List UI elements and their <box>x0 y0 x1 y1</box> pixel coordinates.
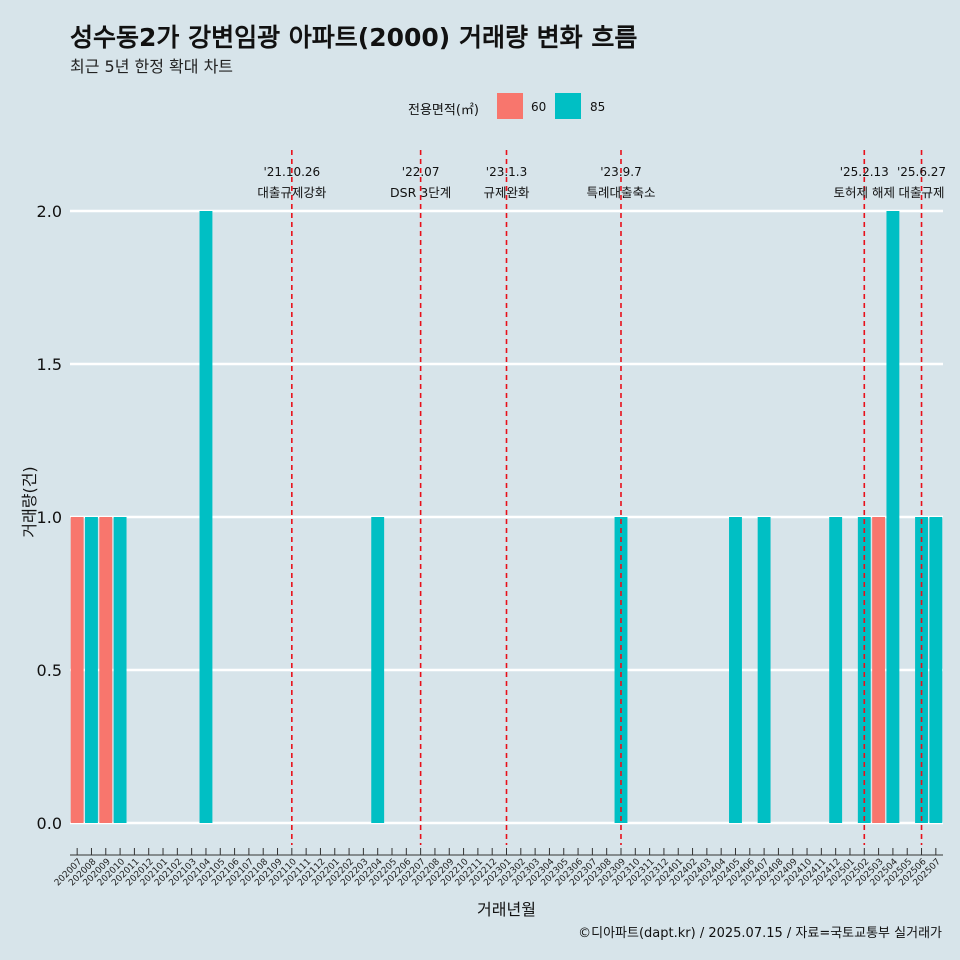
legend-label-85: 85 <box>590 100 606 114</box>
event-label: 특례대출축소 <box>586 185 655 200</box>
bar-85-202507 <box>929 517 943 823</box>
event-date-label: '22.07 <box>402 165 440 179</box>
bar-85-202405 <box>729 517 742 823</box>
bar-60-202503 <box>872 517 886 823</box>
bar-60-202007 <box>70 517 84 823</box>
y-axis-title: 거래량(건) <box>20 466 39 537</box>
event-label: 토허제 해제 <box>834 185 895 200</box>
event-label: DSR 3단계 <box>390 185 451 200</box>
bar-85-202010 <box>113 517 127 823</box>
bar-85-202204 <box>371 517 385 823</box>
bar-85-202104 <box>199 211 213 823</box>
bar-85-202412 <box>829 517 843 823</box>
legend-title: 전용면적(㎡) <box>408 103 479 118</box>
event-date-label: '25.2.13 <box>840 165 889 179</box>
y-tick-label: 1.5 <box>37 355 62 374</box>
bar-60-202009 <box>99 517 113 823</box>
chart-subtitle: 최근 5년 한정 확대 차트 <box>70 57 234 76</box>
chart-title: 성수동2가 강변임광 아파트(2000) 거래량 변화 흐름 <box>70 23 638 52</box>
event-date-label: '23.9.7 <box>600 165 641 179</box>
y-tick-label: 0.0 <box>37 814 62 833</box>
event-date-label: '23.1.3 <box>486 165 527 179</box>
y-tick-label: 2.0 <box>37 202 62 221</box>
event-label: 대출규제강화 <box>257 185 327 200</box>
source-caption: ©디아파트(dapt.kr) / 2025.07.15 / 자료=국토교통부 실… <box>578 926 942 941</box>
event-date-label: '21.10.26 <box>263 165 320 179</box>
x-axis-title: 거래년월 <box>477 900 536 919</box>
legend-key-85 <box>555 93 581 119</box>
event-label: 규제완화 <box>483 185 530 200</box>
legend-key-60 <box>497 93 523 119</box>
event-date-label: '25.6.27 <box>897 165 946 179</box>
event-label: 대출규제 <box>899 185 945 200</box>
y-tick-label: 1.0 <box>37 508 62 527</box>
bar-85-202309 <box>614 517 628 823</box>
legend: 전용면적(㎡) 60 85 <box>0 92 960 122</box>
bar-85-202008 <box>85 517 98 823</box>
bar-85-202504 <box>886 211 900 823</box>
bar-85-202502 <box>857 517 871 823</box>
y-tick-label: 0.5 <box>37 661 62 680</box>
legend-label-60: 60 <box>531 100 547 114</box>
bar-85-202506 <box>915 517 928 823</box>
bar-85-202407 <box>757 517 771 823</box>
